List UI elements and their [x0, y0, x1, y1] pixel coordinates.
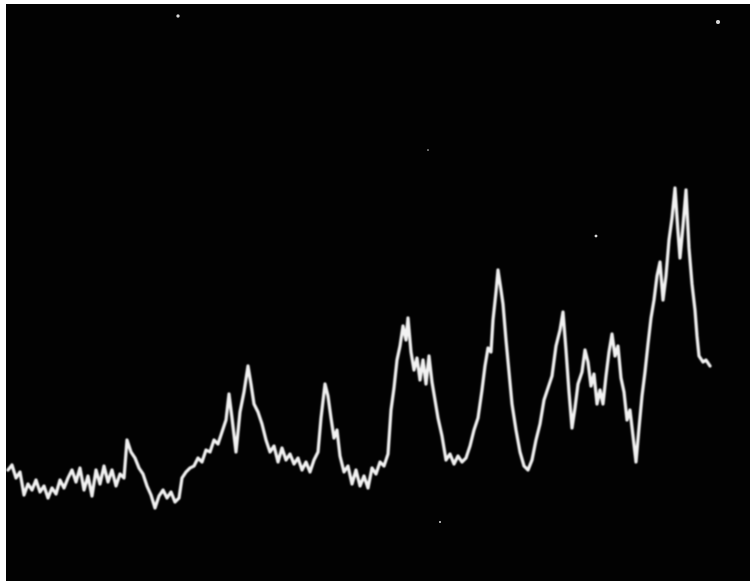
- speck: [427, 149, 429, 151]
- speck: [439, 521, 441, 523]
- speck: [716, 20, 720, 24]
- oscilloscope-photo: [0, 0, 750, 581]
- speck: [595, 235, 598, 238]
- photo: [0, 0, 750, 581]
- screen: [6, 4, 750, 581]
- speck: [176, 14, 179, 17]
